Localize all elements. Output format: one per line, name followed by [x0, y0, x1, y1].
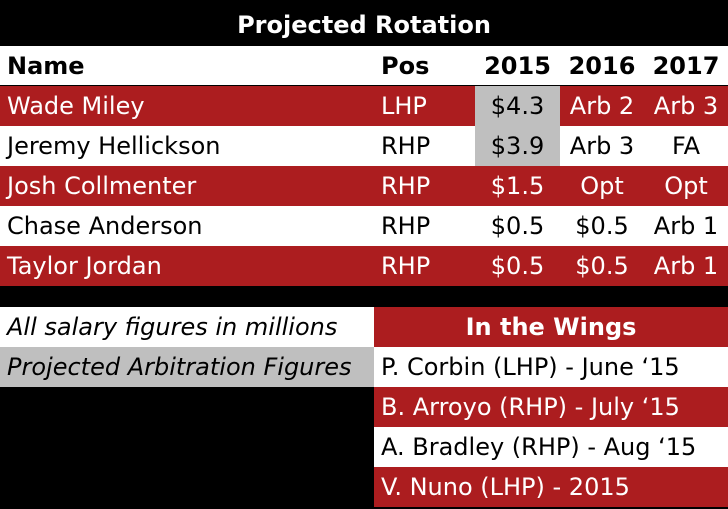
- salary-2015: $1.5: [475, 166, 560, 206]
- list-item: B. Arroyo (RHP) - July ‘15: [374, 387, 728, 427]
- status-2017: Arb 3: [644, 86, 728, 126]
- status-2016: $0.5: [560, 246, 644, 286]
- header-2016: 2016: [560, 46, 644, 85]
- salary-note: All salary figures in millions: [0, 307, 374, 347]
- salary-2015: $0.5: [475, 206, 560, 246]
- table-title: Projected Rotation: [237, 11, 491, 39]
- status-2017: FA: [644, 126, 728, 166]
- header-2015: 2015: [475, 46, 560, 85]
- header-pos: Pos: [374, 46, 475, 85]
- player-name: Jeremy Hellickson: [0, 126, 374, 166]
- list-item: P. Corbin (LHP) - June ‘15: [374, 347, 728, 387]
- player-name: Taylor Jordan: [0, 246, 374, 286]
- salary-2015: $3.9: [475, 126, 560, 166]
- status-2016: Opt: [560, 166, 644, 206]
- list-item: V. Nuno (LHP) - 2015: [374, 467, 728, 507]
- list-item: A. Bradley (RHP) - Aug ‘15: [374, 427, 728, 467]
- arbitration-legend: Projected Arbitration Figures: [0, 347, 374, 387]
- wings-title: In the Wings: [374, 307, 728, 347]
- player-position: RHP: [374, 206, 475, 246]
- status-2017: Opt: [644, 166, 728, 206]
- status-2016: Arb 2: [560, 86, 644, 126]
- player-position: RHP: [374, 246, 475, 286]
- player-position: LHP: [374, 86, 475, 126]
- player-name: Chase Anderson: [0, 206, 374, 246]
- header-2017: 2017: [644, 46, 728, 85]
- header-name: Name: [0, 46, 374, 85]
- player-name: Wade Miley: [0, 86, 374, 126]
- salary-2015: $4.3: [475, 86, 560, 126]
- player-name: Josh Collmenter: [0, 166, 374, 206]
- salary-2015: $0.5: [475, 246, 560, 286]
- status-2017: Arb 1: [644, 206, 728, 246]
- status-2016: $0.5: [560, 206, 644, 246]
- player-position: RHP: [374, 166, 475, 206]
- status-2017: Arb 1: [644, 246, 728, 286]
- player-position: RHP: [374, 126, 475, 166]
- status-2016: Arb 3: [560, 126, 644, 166]
